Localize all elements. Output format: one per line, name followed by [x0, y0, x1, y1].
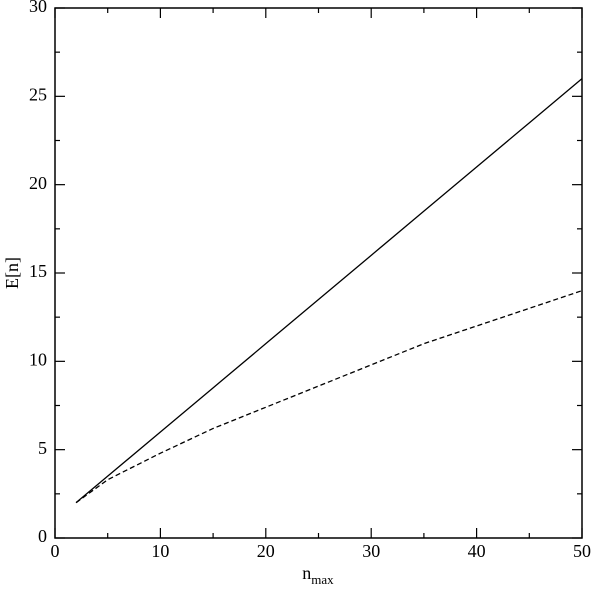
y-tick-label: 15 — [29, 261, 47, 281]
x-axis-label-sub: max — [311, 572, 334, 587]
x-tick-label: 40 — [468, 541, 486, 561]
y-tick-label: 25 — [29, 84, 47, 104]
x-axis-label-main: n — [302, 563, 311, 583]
y-tick-label: 5 — [38, 438, 47, 458]
y-tick-label: 0 — [38, 526, 47, 546]
x-tick-label: 0 — [51, 541, 60, 561]
x-tick-label: 10 — [151, 541, 169, 561]
y-tick-label: 10 — [29, 349, 47, 369]
x-tick-label: 20 — [257, 541, 275, 561]
plot-frame — [54, 7, 583, 539]
x-tick-label: 50 — [573, 541, 591, 561]
y-axis-label: E[n] — [2, 257, 22, 289]
data-line — [75, 78, 583, 504]
y-tick-label: 20 — [29, 173, 47, 193]
data-line — [75, 290, 583, 504]
y-tick-label: 30 — [29, 0, 47, 16]
x-axis-label: nmax — [302, 563, 334, 587]
x-tick-label: 30 — [362, 541, 380, 561]
